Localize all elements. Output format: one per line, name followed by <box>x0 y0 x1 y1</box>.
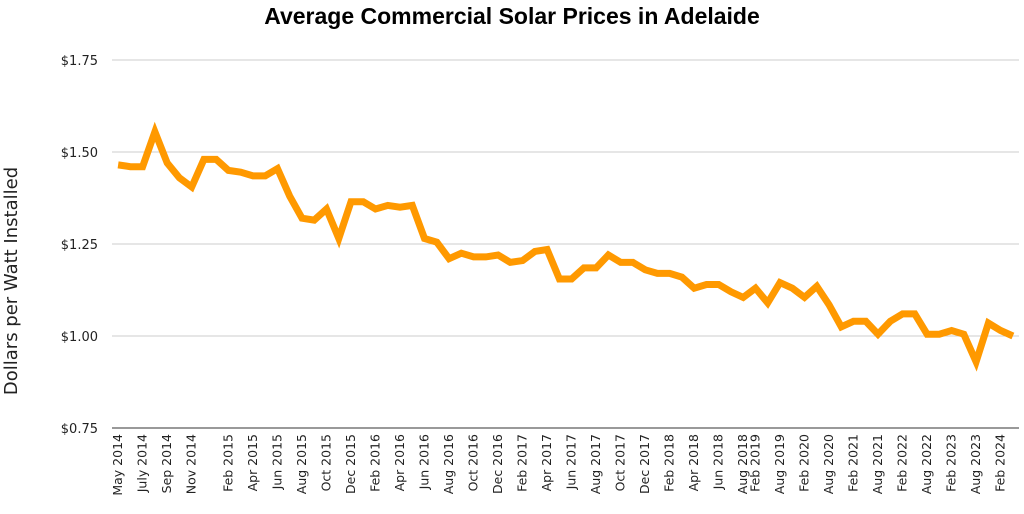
x-tick-label: Apr 2017 <box>539 434 554 491</box>
x-tick-label: Feb 2021 <box>846 434 861 492</box>
x-tick-label: Jun 2016 <box>417 434 432 490</box>
y-tick-label: $1.25 <box>61 238 98 253</box>
x-tick-label: Feb 2024 <box>993 434 1008 492</box>
x-tick-label: Feb 2023 <box>944 434 959 492</box>
x-tick-label: Feb 2020 <box>797 434 812 492</box>
y-tick-label: $1.50 <box>61 146 98 161</box>
x-tick-label: Apr 2015 <box>245 434 260 491</box>
x-tick-label: Aug 2018 <box>735 434 750 494</box>
x-tick-label: Jun 2017 <box>564 434 579 490</box>
x-tick-label: Feb 2022 <box>895 434 910 492</box>
plot-area <box>117 121 1015 372</box>
chart-title: Average Commercial Solar Prices in Adela… <box>264 3 760 29</box>
x-tick-label: Sep 2014 <box>159 434 174 493</box>
y-tick-labels: $0.75 $1.00 $1.25 $1.50 $1.75 <box>61 54 98 437</box>
x-tick-label: Apr 2016 <box>392 434 407 491</box>
x-tick-label: Feb 2018 <box>662 434 677 492</box>
x-tick-label: July 2014 <box>135 434 150 493</box>
x-tick-label: Nov 2014 <box>184 434 199 494</box>
x-tick-label: Oct 2015 <box>318 434 333 491</box>
x-tick-labels: May 2014 July 2014 Sep 2014 Nov 2014 Feb 201… <box>110 434 1007 496</box>
x-tick-label: Aug 2023 <box>968 434 983 494</box>
x-tick-label: Dec 2016 <box>490 434 505 494</box>
x-tick-label: Dec 2015 <box>343 434 358 494</box>
x-tick-label: Aug 2020 <box>821 434 836 494</box>
x-tick-label: Feb 2015 <box>220 434 235 492</box>
x-tick-label: Apr 2018 <box>686 434 701 491</box>
series-line <box>117 121 1015 372</box>
y-axis-label: Dollars per Watt Installed <box>1 167 22 395</box>
x-tick-label: Feb 2019 <box>747 434 762 492</box>
x-tick-label: Aug 2019 <box>772 434 787 494</box>
x-tick-label: Jun 2018 <box>711 434 726 490</box>
x-tick-label: Aug 2022 <box>919 434 934 494</box>
y-tick-label: $1.00 <box>61 330 98 345</box>
x-tick-label: May 2014 <box>110 434 125 496</box>
x-tick-label: Aug 2017 <box>588 434 603 494</box>
x-tick-label: Aug 2021 <box>870 434 885 494</box>
x-tick-label: Oct 2016 <box>466 434 481 491</box>
x-tick-label: Feb 2017 <box>515 434 530 492</box>
y-tick-label: $0.75 <box>61 422 98 437</box>
x-tick-label: Feb 2016 <box>368 434 383 492</box>
x-tick-label: Jun 2015 <box>269 434 284 490</box>
x-tick-label: Dec 2017 <box>637 434 652 494</box>
y-tick-label: $1.75 <box>61 54 98 69</box>
x-tick-label: Oct 2017 <box>613 434 628 491</box>
x-tick-label: Aug 2015 <box>294 434 309 494</box>
x-tick-label: Aug 2016 <box>441 434 456 494</box>
gridlines <box>112 59 1019 337</box>
